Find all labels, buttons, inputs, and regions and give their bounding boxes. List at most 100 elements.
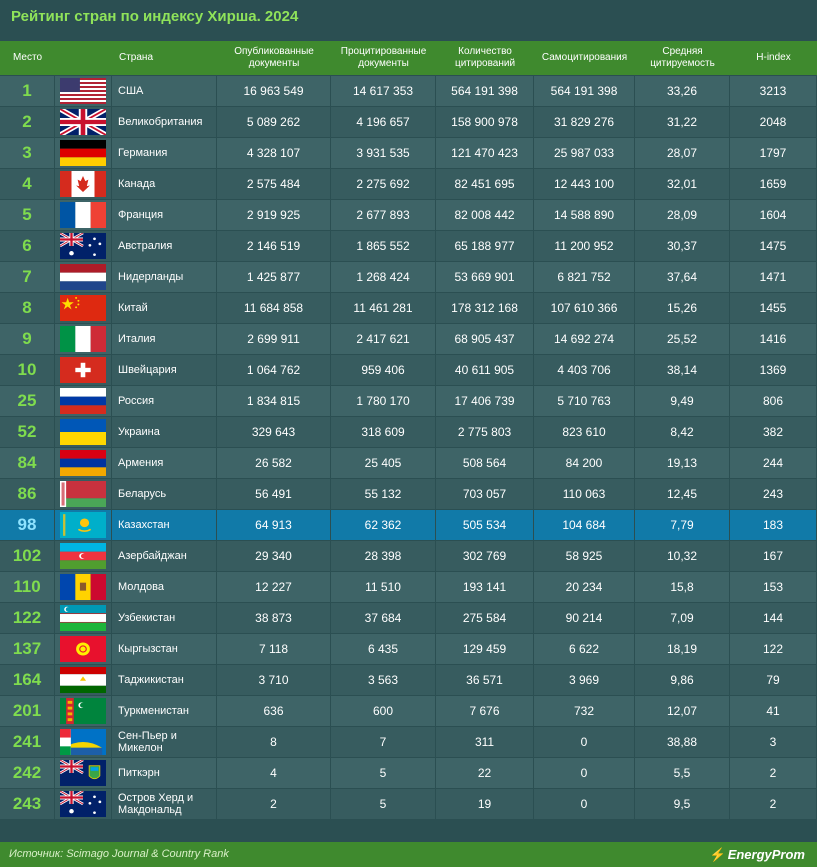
citations-cell: 82 008 442 [436,200,535,230]
table-row: 10 Швейцария 1 064 762 959 406 40 611 905 4 4… [0,355,817,385]
table-row: 8 Китай 11 684 858 11 461 281 178 312 168 107… [0,293,817,323]
self-citations-cell: 14 692 274 [534,324,636,354]
flag-pitcairn-icon [60,760,106,786]
header-cited: Процитированные документы [331,41,437,75]
cited-cell: 2 677 893 [331,200,437,230]
hindex-cell: 1604 [730,200,817,230]
country-cell: Австралия [112,231,218,261]
cited-cell: 2 275 692 [331,169,437,199]
cited-cell: 3 563 [331,665,437,695]
hindex-cell: 183 [730,510,817,540]
citations-cell: 193 141 [436,572,535,602]
self-citations-cell: 58 925 [534,541,636,571]
hindex-cell: 3 [730,727,817,757]
table-row: 242 Питкэрн 4 5 22 0 5,5 2 [0,758,817,788]
self-citations-cell: 0 [534,789,636,819]
flag-uzbekistan-icon [60,605,106,631]
cited-cell: 55 132 [331,479,437,509]
hindex-cell: 153 [730,572,817,602]
rank-cell: 9 [0,324,55,354]
brand-name: EnergyProm [727,847,805,862]
table-row: 201 Туркменистан 636 600 7 676 732 12,07 41 [0,696,817,726]
flag-cell [55,417,112,447]
flag-cell [55,448,112,478]
rank-cell: 86 [0,479,55,509]
self-citations-cell: 14 588 890 [534,200,636,230]
country-cell: Сен-Пьер и Микелон [112,727,218,757]
rank-cell: 6 [0,231,55,261]
self-citations-cell: 12 443 100 [534,169,636,199]
energyprom-logo-icon: ⚡ [709,847,726,862]
published-cell: 7 118 [217,634,332,664]
average-citation-cell: 15,26 [635,293,731,323]
flag-canada-icon [60,171,106,197]
header-self-citations: Самоцитирования [534,41,636,75]
published-cell: 329 643 [217,417,332,447]
flag-cell [55,727,112,757]
hindex-cell: 244 [730,448,817,478]
published-cell: 11 684 858 [217,293,332,323]
published-cell: 4 [217,758,332,788]
country-cell: Нидерланды [112,262,218,292]
hindex-cell: 1659 [730,169,817,199]
cited-cell: 37 684 [331,603,437,633]
cited-cell: 959 406 [331,355,437,385]
average-citation-cell: 19,13 [635,448,731,478]
citations-cell: 53 669 901 [436,262,535,292]
country-cell: Остров Херд и Макдональд [112,789,218,819]
header-rank: Место [0,41,55,75]
rank-cell: 102 [0,541,55,571]
flag-heard-mcdonald-icon [60,791,106,817]
hindex-cell: 1797 [730,138,817,168]
average-citation-cell: 9,49 [635,386,731,416]
header-country: Страна [55,41,218,75]
country-cell: Молдова [112,572,218,602]
flag-cell [55,107,112,137]
published-cell: 64 913 [217,510,332,540]
published-cell: 5 089 262 [217,107,332,137]
table-row: 122 Узбекистан 38 873 37 684 275 584 90 214 7,… [0,603,817,633]
cited-cell: 1 268 424 [331,262,437,292]
flag-cell [55,355,112,385]
cited-cell: 1 780 170 [331,386,437,416]
self-citations-cell: 11 200 952 [534,231,636,261]
rank-cell: 1 [0,76,55,106]
average-citation-cell: 33,26 [635,76,731,106]
published-cell: 2 [217,789,332,819]
country-cell: Великобритания [112,107,218,137]
table-row: 4 Канада 2 575 484 2 275 692 82 451 695 12 44… [0,169,817,199]
rank-cell: 201 [0,696,55,726]
hindex-cell: 1475 [730,231,817,261]
country-cell: Швейцария [112,355,218,385]
average-citation-cell: 9,86 [635,665,731,695]
table-header-row: Место Страна Опубликованные документы Пр… [0,41,817,75]
citations-cell: 178 312 168 [436,293,535,323]
self-citations-cell: 25 987 033 [534,138,636,168]
published-cell: 2 146 519 [217,231,332,261]
average-citation-cell: 10,32 [635,541,731,571]
header-published: Опубликованные документы [217,41,332,75]
header-average: Средняя цитируемость [635,41,731,75]
citations-cell: 505 534 [436,510,535,540]
flag-usa-icon [60,78,106,104]
flag-cell [55,324,112,354]
flag-kyrgyzstan-icon [60,636,106,662]
flag-saint-pierre-miquelon-icon [60,729,106,755]
hindex-cell: 1455 [730,293,817,323]
cited-cell: 3 931 535 [331,138,437,168]
flag-cell [55,76,112,106]
flag-tajikistan-icon [60,667,106,693]
self-citations-cell: 90 214 [534,603,636,633]
published-cell: 16 963 549 [217,76,332,106]
flag-germany-icon [60,140,106,166]
average-citation-cell: 25,52 [635,324,731,354]
table-row: 98 Казахстан 64 913 62 362 505 534 104 684 7,7… [0,510,817,540]
rank-cell: 5 [0,200,55,230]
cited-cell: 28 398 [331,541,437,571]
flag-cell [55,200,112,230]
flag-cell [55,603,112,633]
country-cell: Узбекистан [112,603,218,633]
self-citations-cell: 564 191 398 [534,76,636,106]
page-title: Рейтинг стран по индексу Хирша. 2024 [11,8,299,25]
average-citation-cell: 12,45 [635,479,731,509]
